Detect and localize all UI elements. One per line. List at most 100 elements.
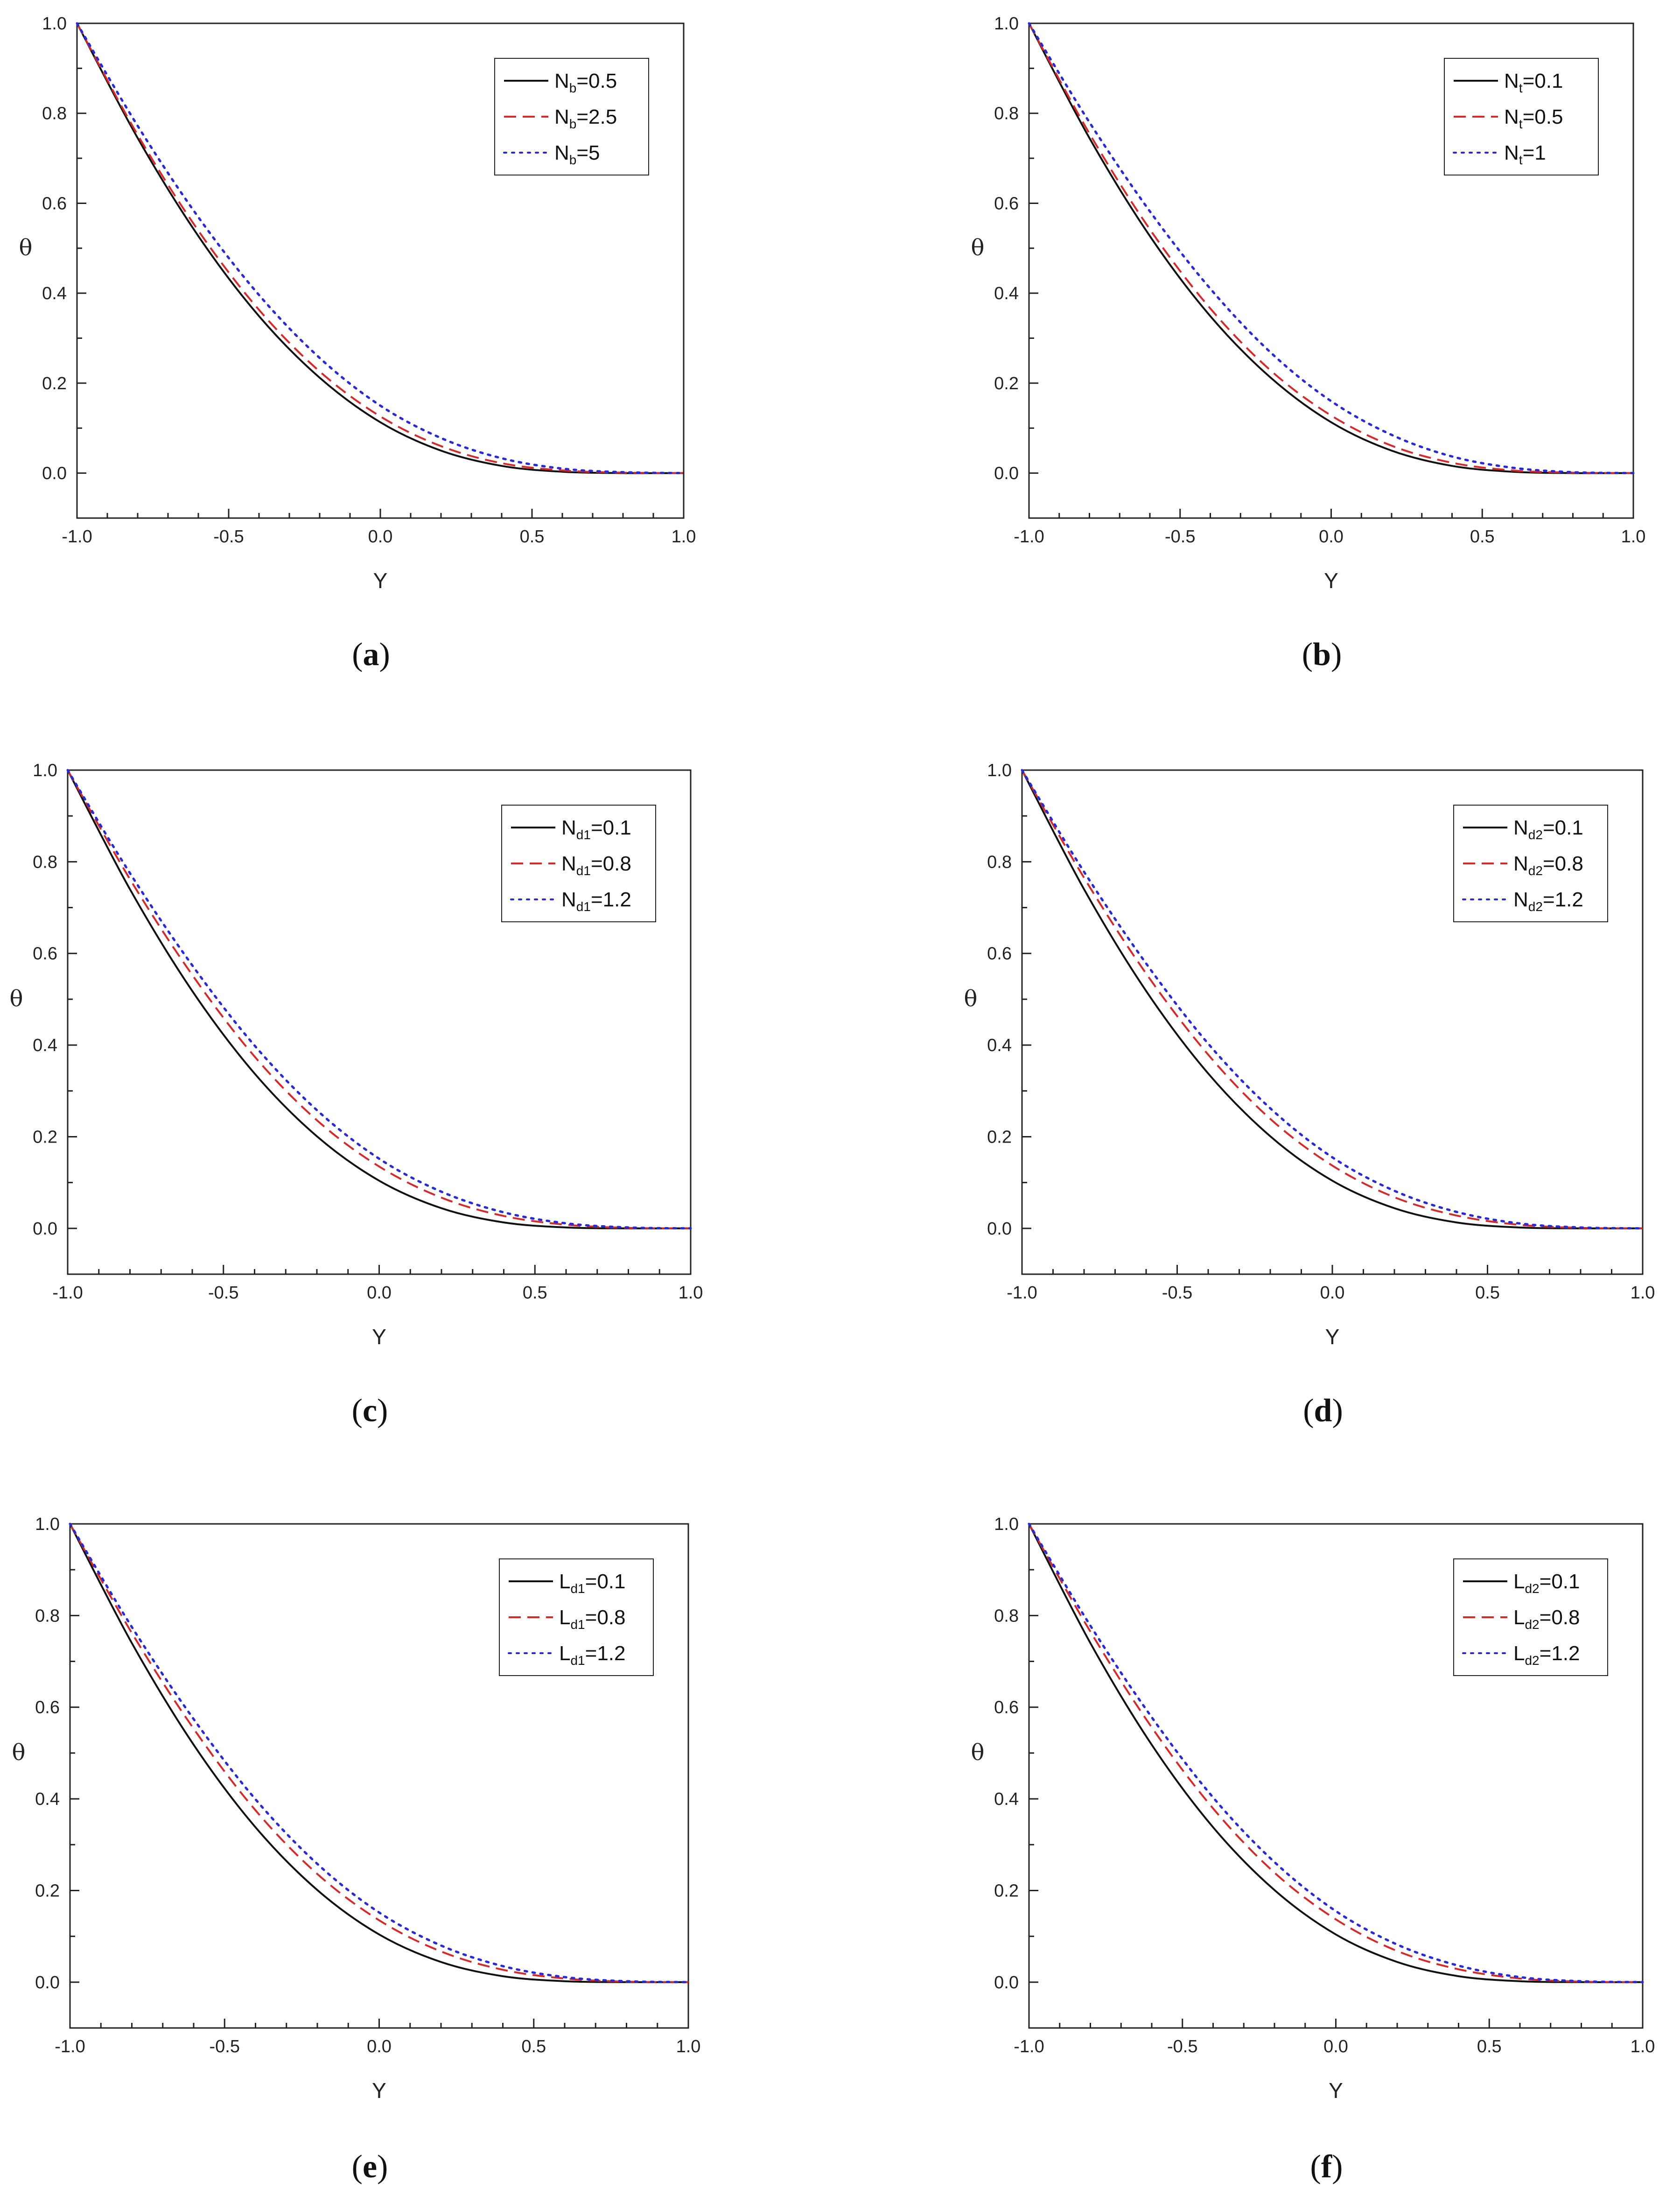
y-tick-label: 0.4	[42, 284, 67, 303]
x-tick-label: 0.5	[1477, 2037, 1502, 2056]
y-tick-label: 0.4	[33, 1036, 57, 1055]
legend: Nd1=0.1 Nd1=0.8 Nd1=1.2	[501, 805, 656, 922]
x-tick-label: -0.5	[1167, 2037, 1197, 2056]
panel-caption: (f)	[1310, 2149, 1343, 2185]
y-tick-label: 1.0	[994, 14, 1019, 34]
legend-label-1: Ld1=0.1	[559, 1570, 626, 1596]
legend-label-3: Nd1=1.2	[561, 888, 631, 914]
panel-caption: (e)	[352, 2149, 388, 2185]
y-tick-label: 0.4	[994, 1789, 1019, 1809]
legend-box	[494, 58, 649, 175]
legend-box	[1453, 805, 1608, 922]
x-tick-label: -1.0	[62, 527, 92, 547]
x-tick-label: -0.5	[213, 527, 244, 547]
x-tick-label: 0.0	[1323, 2037, 1348, 2056]
series-line-3	[1028, 22, 1635, 475]
legend-label-2: Nb=2.5	[554, 105, 617, 131]
y-axis-label: θ	[12, 1740, 26, 1766]
y-tick-label: 0.8	[994, 1606, 1019, 1626]
legend-box	[499, 1558, 654, 1676]
x-axis-label: Y	[1325, 1325, 1340, 1349]
x-axis-label: Y	[1324, 568, 1338, 593]
panel-caption: (c)	[352, 1393, 388, 1429]
y-tick-label: 0.0	[33, 1219, 57, 1239]
x-tick-label: 1.0	[676, 2037, 701, 2056]
chart-panel-f: -1.0 -0.5 0.0 0.5 1.0 0.0 0.2 0.4 0.6 0.8 1.0 Yθ Ld2…	[971, 1515, 1655, 2185]
legend: Ld2=0.1 Ld2=0.8 Ld2=1.2	[1453, 1558, 1608, 1676]
y-tick-label: 0.6	[33, 944, 57, 964]
legend-label-2: Nt=0.5	[1504, 105, 1563, 131]
y-axis-label: θ	[10, 986, 23, 1012]
series-line-1	[76, 23, 684, 474]
y-tick-label: 0.2	[987, 1127, 1012, 1147]
legend-label-2: Nd2=0.8	[1513, 852, 1583, 878]
x-tick-label: -0.5	[208, 1283, 238, 1303]
legend-box	[501, 805, 656, 922]
y-tick-label: 0.6	[994, 194, 1019, 213]
legend-label-2: Ld1=0.8	[559, 1606, 626, 1632]
x-tick-label: 0.5	[520, 527, 545, 547]
y-tick-label: 0.2	[42, 374, 67, 393]
y-axis-label: θ	[971, 1740, 985, 1766]
y-tick-label: 0.2	[35, 1881, 60, 1901]
series-line-3	[66, 769, 692, 1230]
y-tick-label: 0.2	[33, 1127, 57, 1147]
series-line-3	[1021, 769, 1644, 1230]
legend-label-1: Ld2=0.1	[1513, 1570, 1580, 1596]
series-line-1	[69, 1523, 689, 1983]
x-tick-label: 1.0	[679, 1283, 703, 1303]
x-tick-label: 1.0	[1631, 2037, 1655, 2056]
x-tick-label: 0.5	[1475, 1283, 1500, 1303]
legend-label-3: Ld1=1.2	[559, 1642, 626, 1668]
x-tick-label: -1.0	[55, 2037, 85, 2056]
series-line-2	[1028, 23, 1634, 474]
legend-label-2: Nd1=0.8	[561, 852, 631, 878]
legend-label-2: Ld2=0.8	[1513, 1606, 1580, 1632]
legend-label-3: Nd2=1.2	[1513, 888, 1583, 914]
series-line-1	[1028, 1523, 1643, 1983]
x-tick-label: -1.0	[1007, 1283, 1037, 1303]
x-tick-label: -0.5	[210, 2037, 240, 2056]
x-tick-label: 0.0	[1319, 527, 1344, 547]
y-tick-label: 1.0	[994, 1515, 1019, 1534]
legend-label-3: Ld2=1.2	[1513, 1642, 1580, 1668]
x-axis-label: Y	[372, 1325, 386, 1349]
chart-panel-e: -1.0 -0.5 0.0 0.5 1.0 0.0 0.2 0.4 0.6 0.8 1.0 Yθ Ld1…	[12, 1515, 701, 2185]
x-axis-label: Y	[372, 2078, 386, 2103]
y-tick-label: 0.8	[987, 852, 1012, 872]
series-line-2	[67, 770, 691, 1229]
chart-panel-a: -1.0 -0.5 0.0 0.5 1.0 0.0 0.2 0.4 0.6 0.8 1.0 Yθ Nb=…	[19, 14, 696, 673]
y-tick-label: 0.4	[35, 1789, 60, 1809]
series-line-3	[76, 22, 685, 475]
x-tick-label: -1.0	[1014, 527, 1044, 547]
x-tick-label: 0.5	[1470, 527, 1495, 547]
series-line-1	[67, 770, 691, 1229]
legend-label-1: Nb=0.5	[554, 70, 617, 95]
y-tick-label: 1.0	[42, 14, 67, 34]
y-axis-label: θ	[971, 235, 985, 261]
y-tick-label: 0.2	[994, 1881, 1019, 1901]
chart-panel-b: -1.0 -0.5 0.0 0.5 1.0 0.0 0.2 0.4 0.6 0.8 1.0 Yθ Nt=…	[971, 14, 1646, 673]
y-tick-label: 0.2	[994, 374, 1019, 393]
legend-box	[1453, 1558, 1608, 1676]
x-tick-label: -1.0	[1014, 2037, 1044, 2056]
series-line-3	[1028, 1522, 1644, 1984]
x-tick-label: -1.0	[52, 1283, 83, 1303]
x-tick-label: 1.0	[672, 527, 696, 547]
y-tick-label: 0.6	[42, 194, 67, 213]
x-tick-label: -0.5	[1162, 1283, 1192, 1303]
chart-panel-c: -1.0 -0.5 0.0 0.5 1.0 0.0 0.2 0.4 0.6 0.8 1.0 Yθ Nd1…	[10, 761, 703, 1429]
legend: Nt=0.1 Nt=0.5 Nt=1	[1444, 58, 1599, 175]
series-line-2	[76, 23, 684, 474]
legend-label-1: Nd1=0.1	[561, 816, 631, 842]
panel-caption: (a)	[352, 637, 390, 673]
series-line-2	[69, 1523, 689, 1983]
y-tick-label: 0.0	[994, 1973, 1019, 1993]
x-tick-label: 0.0	[367, 1283, 392, 1303]
y-tick-label: 0.8	[42, 104, 67, 124]
legend: Ld1=0.1 Ld1=0.8 Ld1=1.2	[499, 1558, 654, 1676]
series-line-2	[1021, 770, 1643, 1229]
y-tick-label: 0.0	[35, 1973, 60, 1993]
y-tick-label: 0.6	[987, 944, 1012, 964]
y-tick-label: 0.0	[994, 464, 1019, 484]
